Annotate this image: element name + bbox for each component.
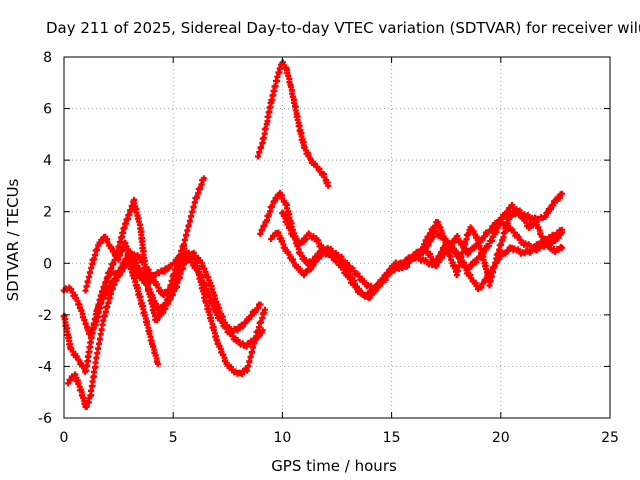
y-axis-label: SDTVAR / TECUs xyxy=(4,178,22,301)
y-tick-label: -4 xyxy=(38,359,52,375)
data-point-markers xyxy=(93,249,266,350)
data-point-markers xyxy=(255,59,332,189)
grid xyxy=(64,57,610,418)
x-axis-label: GPS time / hours xyxy=(271,457,397,475)
y-tick-label: 8 xyxy=(43,50,52,66)
y-tick-label: 4 xyxy=(43,153,52,169)
data-point-markers xyxy=(257,189,565,302)
x-tick-label: 10 xyxy=(273,430,291,446)
y-tick-label: -2 xyxy=(38,308,52,324)
y-tick-label: 6 xyxy=(43,102,52,118)
y-tick-label: -6 xyxy=(38,411,52,427)
x-tick-label: 5 xyxy=(169,430,178,446)
chart-title: Day 211 of 2025, Sidereal Day-to-day VTE… xyxy=(46,19,640,37)
axes: 0 5 10 15 20 25 -6 -4 -2 0 2 4 6 8 xyxy=(38,50,619,446)
y-tick-label: 2 xyxy=(43,205,52,221)
data-point-markers xyxy=(279,209,565,292)
x-tick-label: 25 xyxy=(601,430,619,446)
series-track-6 xyxy=(255,59,332,189)
series-track-9 xyxy=(279,209,565,292)
series-track-5 xyxy=(93,249,266,350)
x-tick-label: 20 xyxy=(492,430,510,446)
series-track-10 xyxy=(421,207,565,289)
x-tick-label: 0 xyxy=(60,430,69,446)
data-point-markers xyxy=(421,207,565,289)
x-tick-label: 15 xyxy=(383,430,401,446)
data-points xyxy=(60,59,565,410)
plot-frame xyxy=(63,56,611,419)
series-track-7 xyxy=(257,189,565,302)
y-tick-label: 0 xyxy=(43,256,52,272)
